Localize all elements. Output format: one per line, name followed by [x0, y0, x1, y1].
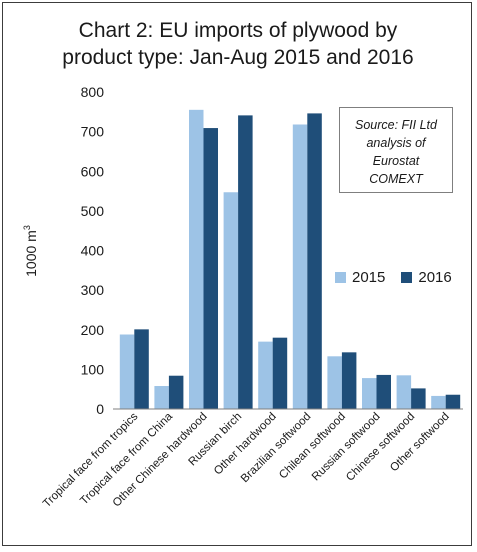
bar-2015-3 — [223, 192, 239, 409]
y-axis-label: 1000 m3 — [22, 225, 39, 277]
chart-title-line-1: Chart 2: EU imports of plywood by — [78, 19, 398, 42]
y-tick-label: 200 — [81, 322, 105, 338]
bar-2015-8 — [396, 375, 412, 409]
bar-2015-2 — [189, 109, 204, 410]
legend-item-2015: 2015 — [335, 269, 385, 286]
y-tick-label: 0 — [96, 401, 104, 417]
legend: 2015 2016 — [335, 269, 462, 286]
bar-2015-9 — [431, 395, 446, 409]
source-line-2: analysis of — [366, 136, 426, 150]
chart-title-line-2: product type: Jan-Aug 2015 and 2016 — [62, 46, 414, 69]
y-tick-label: 500 — [81, 203, 105, 219]
y-tick-label: 800 — [81, 84, 105, 100]
y-tick-label: 400 — [81, 243, 105, 259]
x-tick-label: Other hardwood — [212, 411, 279, 478]
y-tick-label: 100 — [81, 361, 105, 377]
bar-2016-7 — [376, 374, 391, 409]
y-tick-label: 700 — [81, 124, 105, 140]
y-axis-label-superscript: 3 — [22, 225, 32, 230]
bar-2016-2 — [203, 128, 218, 409]
legend-swatch-2015 — [335, 272, 346, 283]
bar-2015-5 — [292, 124, 308, 410]
bar-2015-0 — [119, 334, 135, 409]
bar-2016-3 — [238, 115, 253, 409]
bar-2016-8 — [411, 388, 426, 409]
source-note: Source: FII Ltd analysis of Eurostat COM… — [339, 107, 453, 193]
legend-item-2016: 2016 — [401, 269, 452, 286]
chart-frame: Chart 2: EU imports of plywood by produc… — [2, 2, 472, 546]
legend-label-2015: 2015 — [352, 269, 386, 286]
bar-2015-1 — [154, 386, 169, 409]
bar-2016-1 — [168, 375, 184, 409]
bar-2016-6 — [341, 352, 357, 409]
bar-2015-4 — [258, 341, 273, 409]
y-tick-label: 300 — [81, 282, 105, 298]
legend-label-2016: 2016 — [418, 269, 452, 286]
source-line-4: COMEXT — [369, 172, 423, 186]
bar-2016-0 — [134, 329, 149, 409]
y-axis-label-text: 1000 m — [23, 230, 39, 277]
bar-2015-6 — [327, 356, 342, 409]
y-tick-label: 600 — [81, 163, 105, 179]
legend-swatch-2016 — [401, 272, 413, 283]
bar-2016-4 — [272, 337, 288, 409]
x-tick-label: Other softwood — [388, 411, 452, 475]
chart-title: Chart 2: EU imports of plywood by produc… — [3, 17, 473, 71]
bar-2016-5 — [307, 113, 322, 410]
source-line-3: Eurostat — [372, 154, 420, 168]
source-line-1: Source: FII Ltd — [355, 118, 437, 132]
bar-2016-9 — [445, 394, 461, 409]
bar-2015-7 — [362, 378, 377, 409]
